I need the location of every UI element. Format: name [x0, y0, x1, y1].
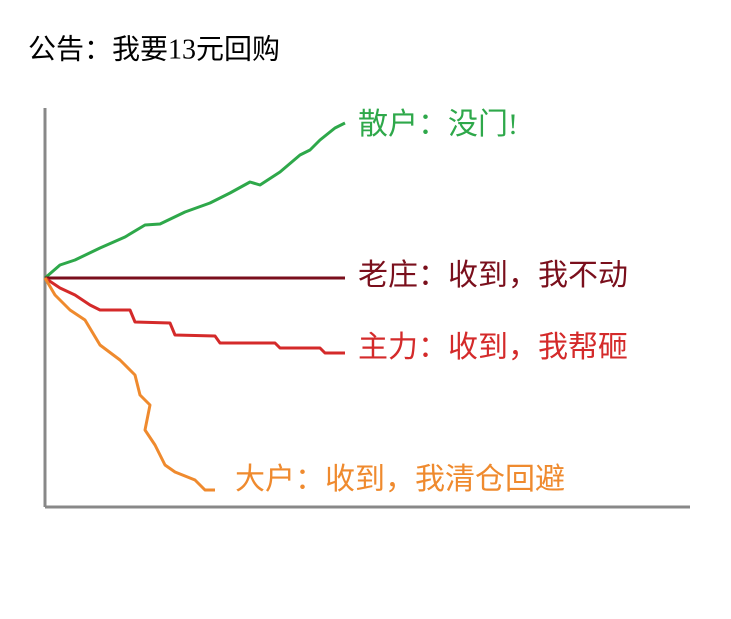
chart-title: 公告：我要13元回购	[28, 33, 280, 65]
series-label: 老庄：收到，我不动	[358, 259, 628, 292]
series-label: 大户：收到，我清仓回避	[235, 463, 565, 496]
series-label: 散户：没门!	[358, 108, 518, 141]
series-line	[44, 121, 346, 280]
series-label: 主力：收到，我帮砸	[358, 331, 628, 364]
series-line	[43, 277, 215, 492]
series-line	[44, 276, 345, 355]
